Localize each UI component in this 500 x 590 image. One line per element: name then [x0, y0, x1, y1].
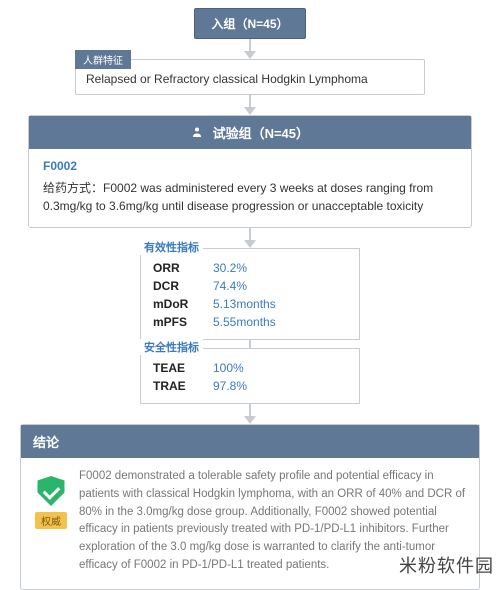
trial-group-header: 试验组（N=45）	[29, 116, 471, 149]
efficacy-tag: 有效性指标	[140, 239, 203, 255]
population-tag: 人群特征	[75, 50, 131, 69]
safety-box: 安全性指标 TEAE100%TRAE97.8%	[140, 348, 360, 404]
metric-row: DCR74.4%	[153, 277, 347, 295]
person-icon	[191, 126, 207, 141]
connector	[249, 228, 251, 240]
conclusion-header: 结论	[21, 425, 479, 458]
connector	[249, 340, 251, 348]
arrow-down-icon	[244, 240, 256, 248]
connector	[249, 39, 251, 51]
drug-name: F0002	[43, 159, 457, 173]
metric-key: mDoR	[153, 297, 213, 311]
trial-group-title: 试验组（N=45）	[213, 126, 309, 141]
shield-check-icon	[36, 476, 66, 506]
metric-value: 100%	[213, 361, 244, 375]
arrow-down-icon	[244, 51, 256, 59]
metric-value: 30.2%	[213, 261, 247, 275]
metric-value: 74.4%	[213, 279, 247, 293]
arrow-down-icon	[244, 416, 256, 424]
metric-key: TEAE	[153, 361, 213, 375]
connector	[249, 95, 251, 107]
efficacy-box: 有效性指标 ORR30.2%DCR74.4%mDoR5.13monthsmPFS…	[140, 248, 360, 340]
metric-value: 5.13months	[213, 297, 276, 311]
metric-key: ORR	[153, 261, 213, 275]
metric-key: DCR	[153, 279, 213, 293]
level-badge: 权威	[35, 512, 67, 529]
metric-row: mDoR5.13months	[153, 295, 347, 313]
metric-key: TRAE	[153, 379, 213, 393]
population-box: 人群特征 Relapsed or Refractory classical Ho…	[75, 59, 425, 95]
metric-value: 97.8%	[213, 379, 247, 393]
safety-tag: 安全性指标	[140, 339, 203, 355]
metric-value: 5.55months	[213, 315, 276, 329]
metric-row: TRAE97.8%	[153, 377, 347, 395]
connector	[249, 404, 251, 416]
dosing-label: 给药方式：	[43, 181, 103, 195]
arrow-down-icon	[244, 107, 256, 115]
metric-key: mPFS	[153, 315, 213, 329]
metric-row: ORR30.2%	[153, 259, 347, 277]
dosing-text: 给药方式：F0002 was administered every 3 week…	[43, 179, 457, 215]
watermark: 米粉软件园	[399, 552, 494, 578]
enrollment-box: 入组（N=45）	[194, 8, 305, 39]
metric-row: TEAE100%	[153, 359, 347, 377]
metric-row: mPFS5.55months	[153, 313, 347, 331]
trial-group-box: 试验组（N=45） F0002 给药方式：F0002 was administe…	[28, 115, 472, 228]
